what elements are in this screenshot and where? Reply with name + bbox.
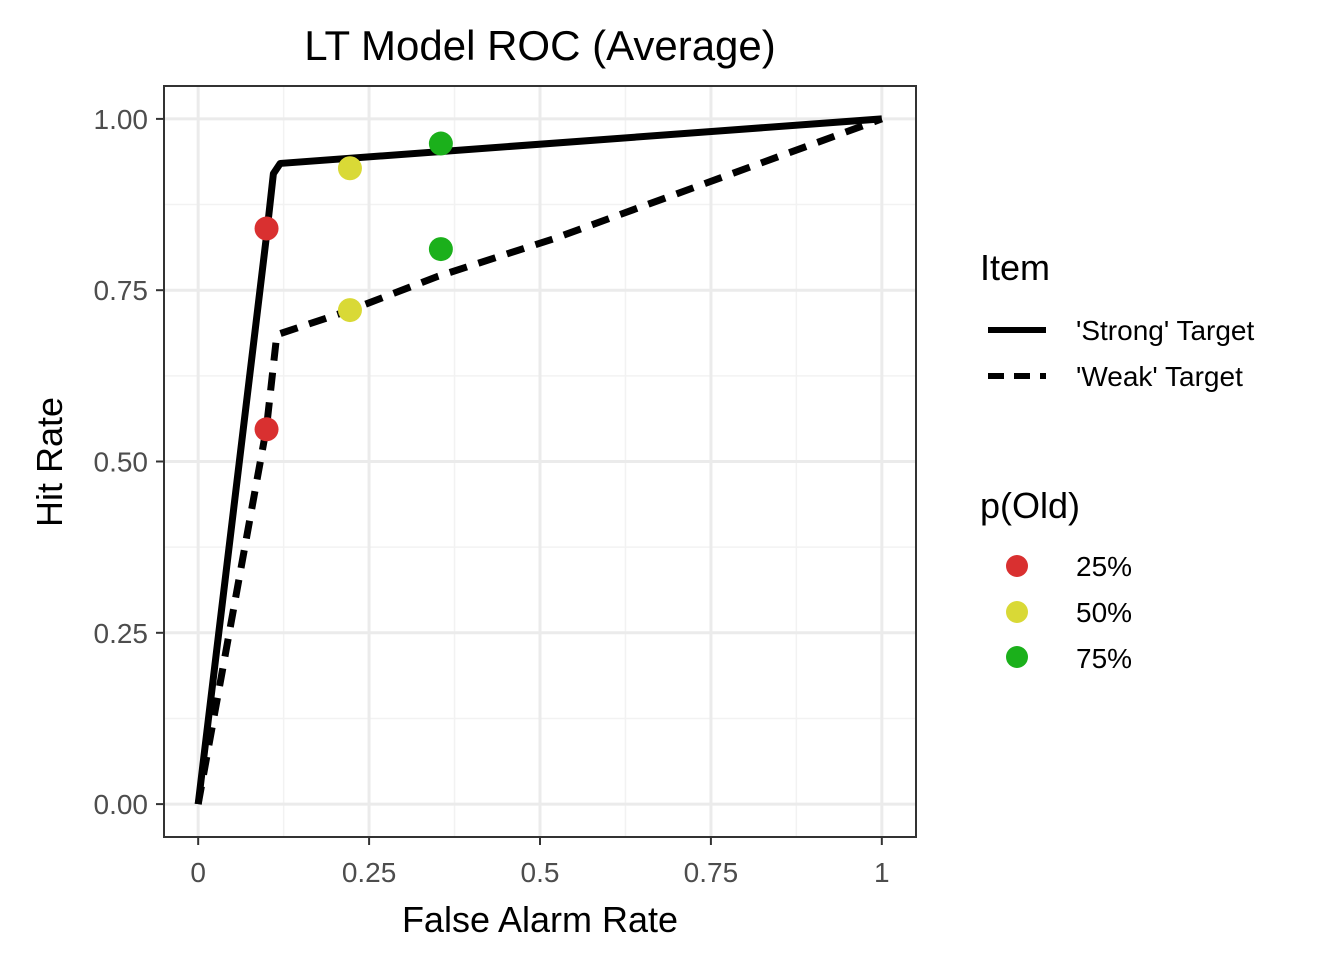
legend-item-title: Item	[980, 247, 1050, 288]
points-layer	[254, 131, 453, 442]
x-tick-label: 0.5	[521, 857, 560, 888]
legend-pold-title: p(Old)	[980, 485, 1080, 526]
x-axis-ticks: 0 0.25 0.5 0.75 1	[190, 837, 890, 888]
legend-25-label: 25%	[1076, 551, 1132, 582]
series-line-strong	[194, 115, 883, 805]
legend-75-label: 75%	[1076, 643, 1132, 674]
data-point	[428, 131, 453, 156]
legend-50-label: 50%	[1076, 597, 1132, 628]
legend-item: Item 'Strong' Target 'Weak' Target	[980, 247, 1255, 392]
data-point	[337, 298, 362, 323]
grid-major	[164, 86, 916, 837]
data-point	[428, 237, 453, 262]
data-point	[254, 417, 279, 442]
legend-25-swatch	[1006, 555, 1028, 577]
x-axis-title: False Alarm Rate	[402, 899, 678, 940]
data-point	[254, 216, 279, 241]
x-tick-label: 1	[874, 857, 890, 888]
legend-75-swatch	[1006, 646, 1028, 668]
y-axis-title: Hit Rate	[29, 397, 70, 527]
x-tick-label: 0.25	[342, 857, 397, 888]
y-axis-ticks: 0.00 0.25 0.50 0.75 1.00	[94, 104, 164, 820]
y-tick-label: 0.75	[94, 275, 149, 306]
legend-weak-label: 'Weak' Target	[1076, 361, 1243, 392]
data-point	[337, 156, 362, 181]
y-tick-label: 0.00	[94, 789, 149, 820]
x-tick-label: 0	[190, 857, 206, 888]
x-tick-label: 0.75	[684, 857, 739, 888]
chart-title: LT Model ROC (Average)	[304, 22, 776, 69]
legend-pold: p(Old) 25% 50% 75%	[980, 485, 1132, 674]
y-tick-label: 0.50	[94, 447, 149, 478]
y-tick-label: 1.00	[94, 104, 149, 135]
y-tick-label: 0.25	[94, 618, 149, 649]
legend-strong-label: 'Strong' Target	[1076, 315, 1255, 346]
legend-50-swatch	[1006, 601, 1028, 623]
